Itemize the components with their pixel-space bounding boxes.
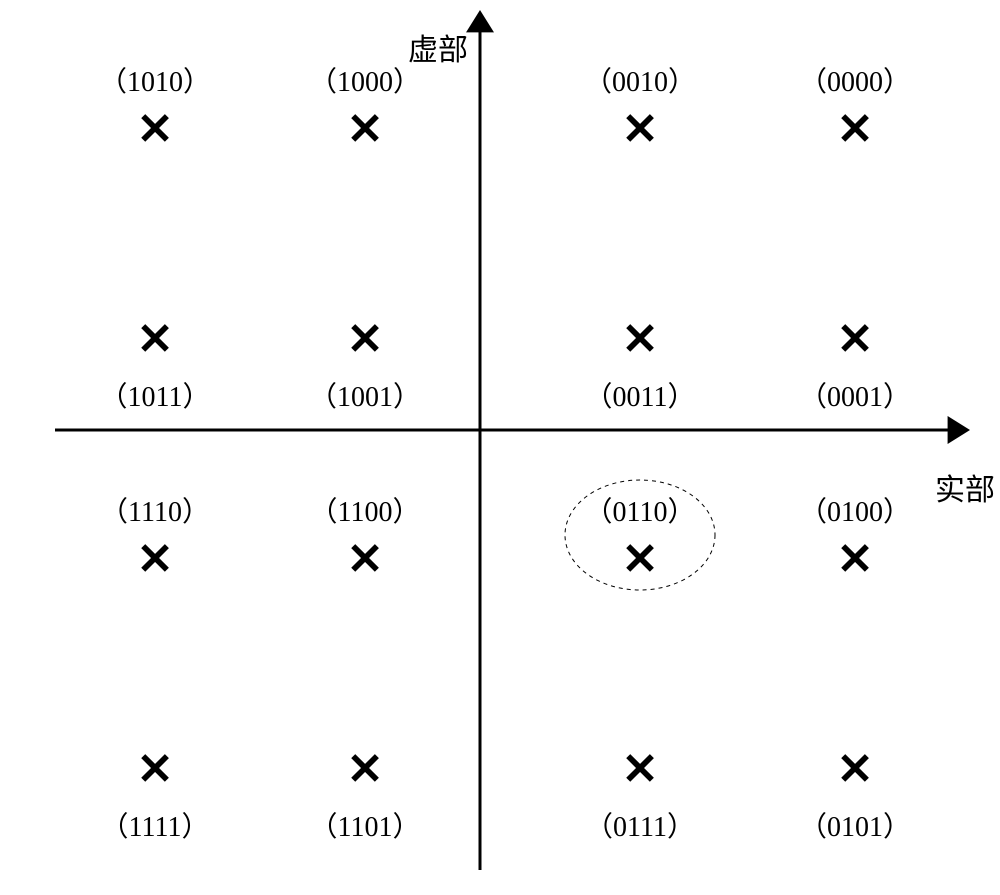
constellation-point-label: （1100） — [310, 490, 421, 530]
constellation-point-marker: ✕ — [622, 318, 659, 362]
constellation-point-marker: ✕ — [347, 538, 384, 582]
constellation-point-marker: ✕ — [137, 318, 174, 362]
constellation-point-label: （1111） — [101, 805, 210, 845]
constellation-point-label: （1000） — [309, 60, 421, 100]
constellation-point-label: （0100） — [799, 490, 911, 530]
constellation-point-label: （0101） — [799, 805, 911, 845]
constellation-point-marker: ✕ — [137, 538, 174, 582]
constellation-point-marker: ✕ — [347, 748, 384, 792]
constellation-point-label: （1010） — [99, 60, 211, 100]
constellation-point-label: （0110） — [585, 490, 696, 530]
constellation-point-label: （0010） — [584, 60, 696, 100]
constellation-point-label: （0111） — [585, 805, 695, 845]
constellation-point-label: （1101） — [310, 805, 421, 845]
constellation-point-marker: ✕ — [347, 108, 384, 152]
constellation-point-label: （0001） — [799, 375, 911, 415]
constellation-point-label: （0000） — [799, 60, 911, 100]
constellation-point-marker: ✕ — [837, 748, 874, 792]
constellation-point-label: （1011） — [100, 375, 211, 415]
constellation-point-label: （1001） — [309, 375, 421, 415]
constellation-point-marker: ✕ — [137, 748, 174, 792]
constellation-point-marker: ✕ — [837, 538, 874, 582]
constellation-diagram: 虚部 实部 ✕（1010）✕（1000）✕（0010）✕（0000）✕（1011… — [0, 0, 1000, 895]
constellation-point-marker: ✕ — [622, 538, 659, 582]
x-axis-label: 实部 — [935, 465, 995, 509]
constellation-point-label: （0011） — [585, 375, 696, 415]
constellation-point-label: （1110） — [100, 490, 210, 530]
constellation-point-marker: ✕ — [622, 748, 659, 792]
constellation-point-marker: ✕ — [837, 108, 874, 152]
constellation-point-marker: ✕ — [137, 108, 174, 152]
constellation-point-marker: ✕ — [347, 318, 384, 362]
constellation-point-marker: ✕ — [622, 108, 659, 152]
constellation-point-marker: ✕ — [837, 318, 874, 362]
